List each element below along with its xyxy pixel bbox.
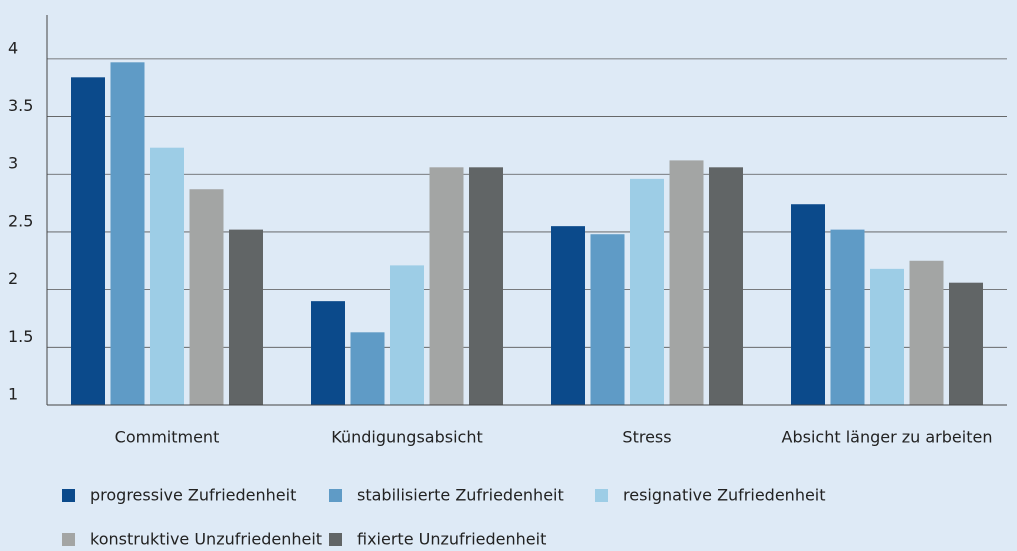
legend-swatch	[62, 533, 75, 546]
bar	[870, 268, 904, 405]
bar	[429, 167, 464, 405]
bar	[311, 301, 345, 405]
legend-label: resignative Zufriedenheit	[623, 486, 826, 505]
x-tick-label: Kündigungsabsicht	[331, 428, 482, 447]
y-tick-label: 1	[8, 385, 18, 404]
bar	[709, 167, 743, 405]
x-tick-label: Absicht länger zu arbeiten	[782, 428, 993, 447]
bar	[150, 147, 184, 405]
bar	[469, 167, 503, 405]
bar	[830, 229, 865, 405]
legend-label: progressive Zufriedenheit	[90, 486, 296, 505]
bar	[390, 265, 424, 405]
y-tick-label: 2	[8, 269, 18, 288]
bar	[669, 160, 704, 405]
bar	[189, 189, 224, 405]
y-tick-label: 4	[8, 38, 18, 57]
bar	[949, 282, 983, 405]
bar	[551, 226, 585, 405]
x-tick-label: Stress	[622, 428, 671, 447]
legend-label: fixierte Unzufriedenheit	[357, 530, 546, 549]
bar	[110, 62, 145, 406]
y-tick-label: 3.5	[8, 96, 33, 115]
y-tick-label: 1.5	[8, 327, 33, 346]
x-tick-label: Commitment	[115, 428, 220, 447]
bar	[71, 77, 105, 406]
legend-swatch	[595, 489, 608, 502]
y-tick-label: 2.5	[8, 211, 33, 230]
legend-swatch	[329, 533, 342, 546]
y-tick-label: 3	[8, 154, 18, 173]
bar	[229, 229, 263, 405]
bar	[909, 260, 944, 405]
legend-swatch	[62, 489, 75, 502]
bar	[791, 204, 825, 405]
legend-swatch	[329, 489, 342, 502]
legend-label: konstruktive Unzufriedenheit	[90, 530, 322, 549]
legend-label: stabilisierte Zufriedenheit	[357, 486, 564, 505]
bar	[590, 234, 625, 405]
bar	[630, 178, 664, 405]
bar	[350, 332, 385, 405]
